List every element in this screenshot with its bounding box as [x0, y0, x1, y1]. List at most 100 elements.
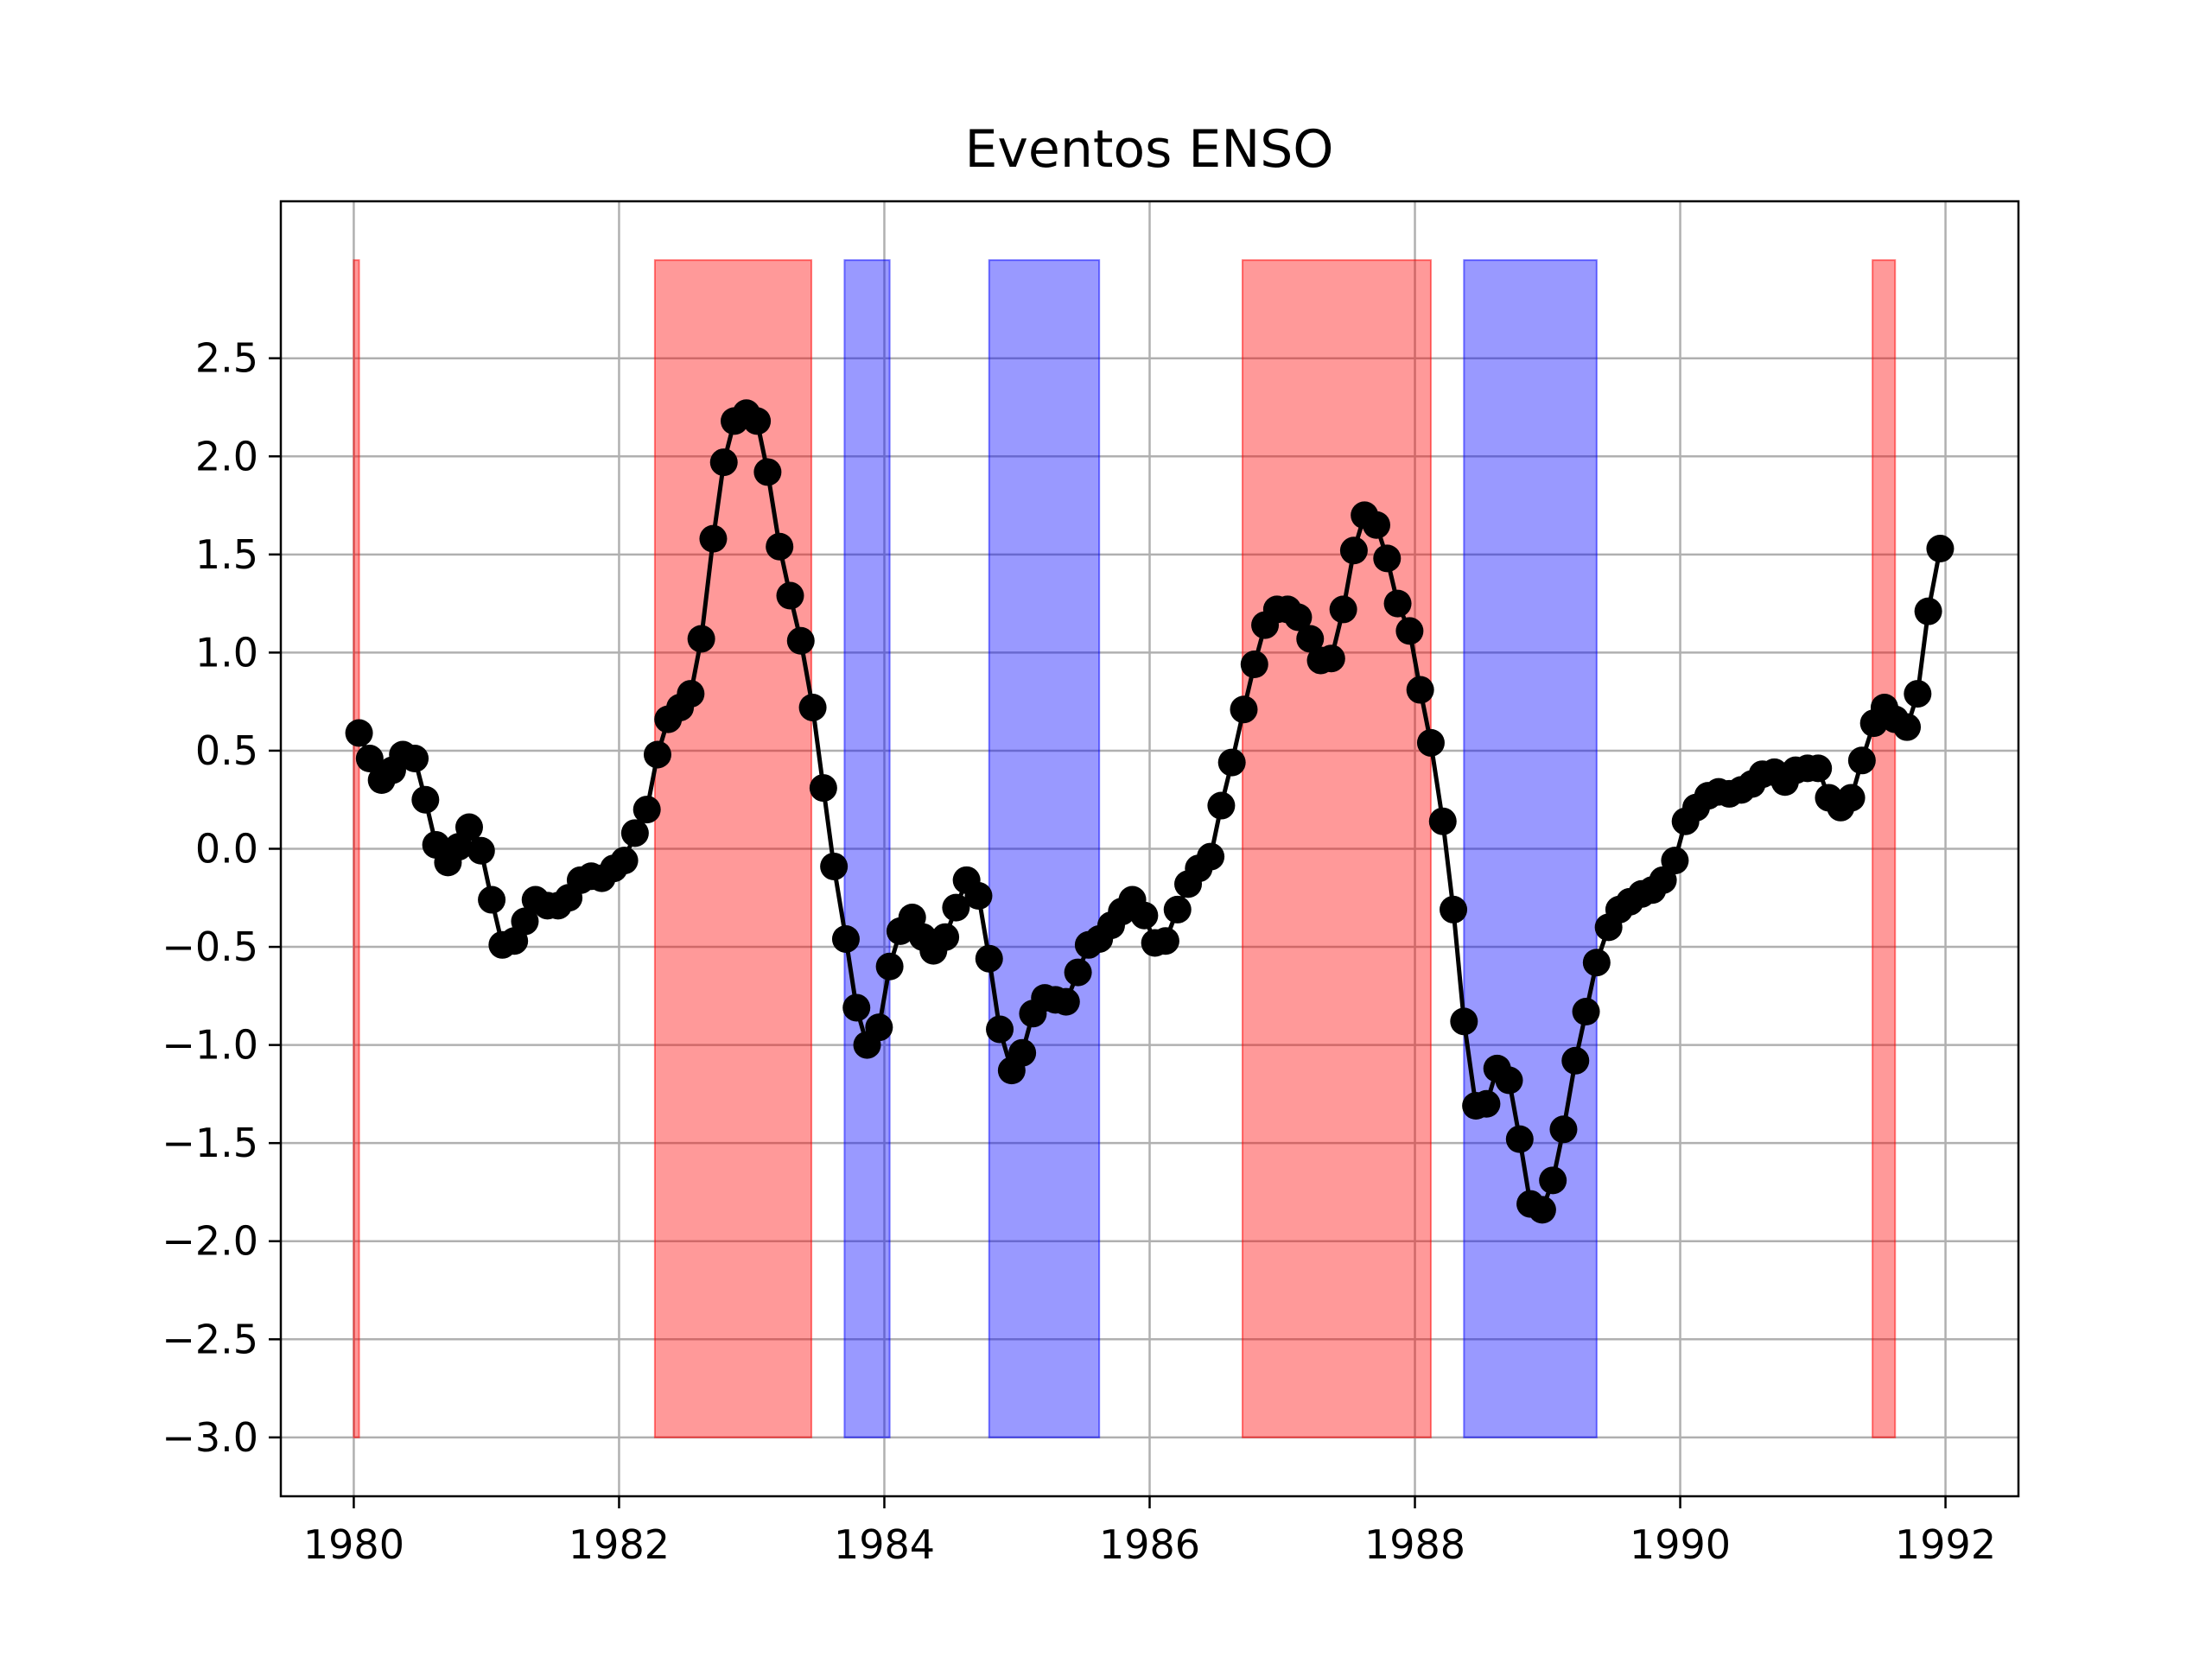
data-point: [1151, 927, 1179, 955]
data-point: [1528, 1196, 1556, 1224]
data-point: [1450, 1007, 1478, 1036]
data-point: [766, 532, 794, 561]
y-axis-ticks: −3.0 −2.5 −2.0 −1.5 −1.0 −0.5 0.0 0.5 1.0 1.5 2.0 2…: [162, 335, 281, 1461]
data-point: [1339, 536, 1368, 565]
x-axis-ticks: 1980 1982 1984 1986 1988 1990 1992: [303, 1496, 1996, 1568]
y-tick-label: −3.0: [162, 1414, 258, 1461]
grid-lines: [281, 201, 2018, 1496]
la-nina-band: [1463, 259, 1598, 1438]
data-point: [1926, 535, 1955, 563]
chart-title: Eventos ENSO: [964, 119, 1333, 180]
data-point: [1549, 1115, 1578, 1144]
data-point: [1914, 597, 1942, 625]
data-point: [454, 813, 483, 841]
data-point: [786, 626, 815, 655]
x-tick-label: 1982: [569, 1521, 670, 1568]
data-point: [478, 885, 506, 914]
y-tick-label: −1.5: [162, 1120, 258, 1166]
data-point: [1130, 901, 1159, 930]
data-point: [1904, 680, 1932, 708]
el-nino-band: [1872, 259, 1897, 1438]
y-tick-label: −2.5: [162, 1316, 258, 1362]
la-nina-band: [988, 259, 1101, 1438]
data-point: [687, 625, 715, 653]
data-point: [1008, 1038, 1037, 1067]
data-point: [411, 785, 440, 814]
data-point: [1495, 1066, 1523, 1095]
x-tick-label: 1986: [1099, 1521, 1200, 1568]
y-tick-label: −2.0: [162, 1218, 258, 1265]
data-point: [1440, 895, 1468, 924]
y-tick-label: −0.5: [162, 924, 258, 970]
data-point: [1472, 1089, 1501, 1118]
data-point: [345, 719, 373, 747]
data-point: [1373, 544, 1402, 573]
data-point: [632, 796, 661, 824]
data-point: [1052, 987, 1080, 1016]
data-point: [643, 740, 671, 769]
y-tick-label: −1.0: [162, 1022, 258, 1069]
data-point: [964, 882, 993, 911]
y-tick-label: 1.5: [195, 531, 258, 578]
el-nino-band: [1241, 259, 1432, 1438]
data-point: [753, 458, 782, 486]
data-point: [1240, 651, 1268, 679]
data-point: [401, 745, 429, 773]
data-point: [1572, 998, 1600, 1026]
data-point: [355, 745, 384, 773]
el-nino-band: [353, 259, 360, 1438]
data-point: [1416, 728, 1445, 757]
data-point: [620, 819, 649, 847]
data-point: [820, 852, 849, 880]
data-point: [1428, 807, 1457, 835]
data-point: [1064, 958, 1092, 987]
data-point: [931, 923, 960, 951]
data-point: [467, 836, 495, 865]
data-point: [831, 924, 860, 953]
data-point: [809, 774, 837, 803]
data-point: [1317, 644, 1345, 673]
data-point: [511, 907, 539, 936]
y-tick-label: 2.5: [195, 335, 258, 382]
x-tick-label: 1988: [1364, 1521, 1465, 1568]
x-tick-label: 1980: [303, 1521, 404, 1568]
data-point: [1539, 1166, 1567, 1195]
y-tick-label: 0.0: [195, 826, 258, 873]
data-point: [610, 847, 639, 875]
el-nino-band: [653, 259, 813, 1438]
data-point: [798, 693, 827, 721]
data-point: [1363, 511, 1391, 539]
data-point: [1395, 617, 1424, 645]
y-tick-label: 0.5: [195, 727, 258, 774]
la-nina-band: [843, 259, 891, 1438]
data-point: [1804, 754, 1833, 783]
data-point: [1893, 713, 1922, 741]
data-point: [986, 1015, 1014, 1044]
data-point: [699, 524, 728, 553]
data-point: [776, 581, 804, 610]
data-point: [1383, 589, 1412, 618]
data-point: [842, 993, 871, 1022]
data-point: [1329, 595, 1357, 624]
data-point: [1163, 895, 1192, 924]
data-point: [1197, 842, 1225, 871]
data-point: [1296, 625, 1325, 653]
data-point: [975, 944, 1003, 973]
data-point: [1230, 695, 1258, 724]
series-layer: [345, 399, 1955, 1224]
y-tick-label: 2.0: [195, 433, 258, 479]
data-point: [865, 1013, 893, 1042]
y-tick-label: 1.0: [195, 629, 258, 676]
data-point: [743, 407, 772, 435]
data-point: [942, 893, 970, 922]
data-point: [1406, 676, 1434, 704]
data-point: [1561, 1046, 1590, 1075]
enso-event-bands: [353, 259, 1897, 1438]
data-point: [1661, 847, 1689, 875]
data-point: [1284, 603, 1313, 632]
data-point: [677, 680, 705, 708]
data-point: [1837, 784, 1866, 812]
